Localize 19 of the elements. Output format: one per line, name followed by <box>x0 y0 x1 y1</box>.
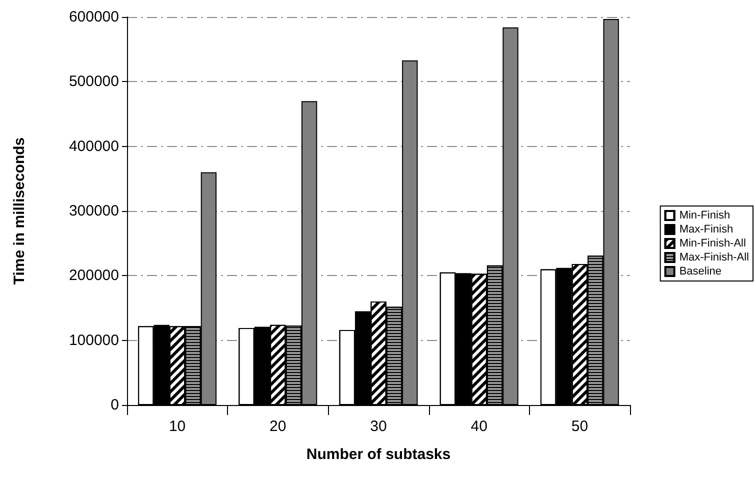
legend-label: Min-Finish <box>679 210 730 222</box>
y-tick-label: 300000 <box>68 202 119 220</box>
y-tick-label: 600000 <box>68 8 119 26</box>
y-tick-label: 500000 <box>68 73 119 90</box>
x-tick-label: 10 <box>168 418 186 435</box>
legend-label: Max-Finish-All <box>679 252 750 264</box>
y-tick-label: 400000 <box>68 138 119 155</box>
y-tick-label: 100000 <box>68 332 119 349</box>
x-tick-label: 50 <box>571 418 588 435</box>
y-tick-label: 0 <box>110 396 119 414</box>
legend-label: Min-Finish-All <box>679 238 746 250</box>
x-tick-label: 40 <box>470 418 488 435</box>
x-axis-title: Number of subtasks <box>306 446 451 463</box>
y-tick-label: 200000 <box>68 267 119 284</box>
x-tick-label: 20 <box>270 418 286 435</box>
x-tick-label: 30 <box>370 418 387 435</box>
legend-label: Max-Finish <box>679 224 734 236</box>
y-axis-title: Time in milliseconds <box>11 137 28 285</box>
legend-label: Baseline <box>679 266 722 278</box>
